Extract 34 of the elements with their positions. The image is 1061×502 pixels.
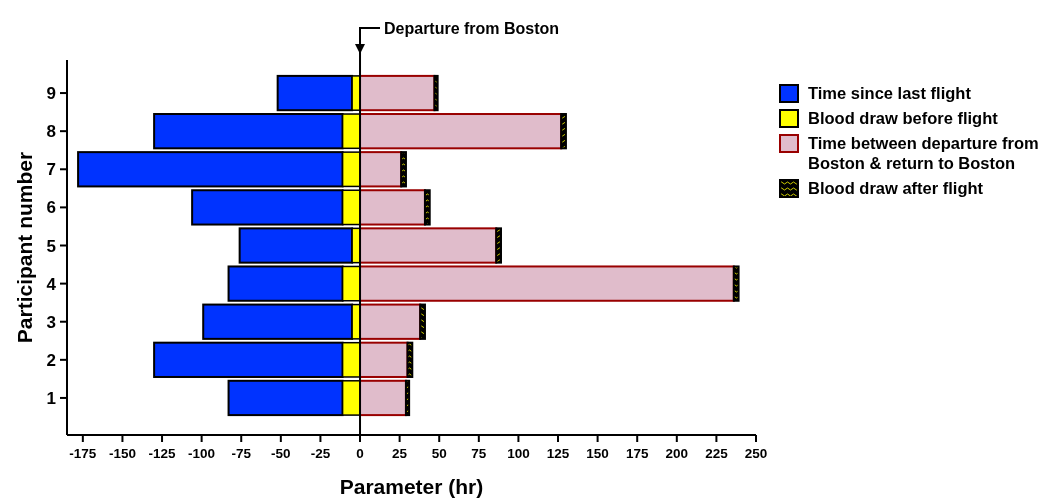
y-tick-label: 1 bbox=[46, 388, 56, 408]
y-tick-label: 8 bbox=[46, 122, 56, 142]
x-tick-label: -125 bbox=[148, 446, 177, 461]
x-tick-label: 175 bbox=[625, 446, 649, 461]
y-tick-label: 9 bbox=[46, 84, 56, 104]
legend-label: Blood draw after flight bbox=[808, 179, 984, 197]
x-tick-label: 50 bbox=[431, 446, 447, 461]
x-tick-label: 25 bbox=[392, 446, 408, 461]
legend-label: Time since last flight bbox=[808, 84, 972, 102]
x-tick-label: -75 bbox=[231, 446, 252, 461]
y-tick-label: 4 bbox=[46, 274, 57, 294]
x-tick-label: 125 bbox=[546, 446, 570, 461]
legend-label: Time between departure from Boston & return to Boston bbox=[808, 134, 1039, 172]
legend-label: Blood draw before flight bbox=[808, 109, 999, 127]
x-tick-label: 150 bbox=[586, 446, 609, 461]
y-tick-label: 3 bbox=[46, 312, 56, 332]
y-tick-label: 7 bbox=[46, 160, 56, 180]
x-axis-title: Parameter (hr) bbox=[339, 475, 484, 498]
y-tick-label: 2 bbox=[46, 350, 56, 370]
ref-line-label: Departure from Boston bbox=[384, 20, 560, 37]
x-tick-label: 200 bbox=[665, 446, 689, 461]
x-tick-label: -25 bbox=[310, 446, 331, 461]
x-tick-label: -100 bbox=[188, 446, 216, 461]
x-tick-label: 250 bbox=[744, 446, 768, 461]
y-tick-label: 6 bbox=[46, 198, 56, 218]
y-axis-title: Participant number bbox=[13, 151, 36, 344]
x-tick-label: -175 bbox=[69, 446, 97, 461]
x-tick-label: -50 bbox=[271, 446, 291, 461]
y-tick-label: 5 bbox=[46, 236, 56, 256]
x-tick-label: -150 bbox=[108, 446, 136, 461]
x-tick-label: 100 bbox=[507, 446, 530, 461]
x-tick-label: 75 bbox=[471, 446, 487, 461]
x-tick-label: 225 bbox=[705, 446, 729, 461]
x-tick-label: 0 bbox=[356, 446, 364, 461]
